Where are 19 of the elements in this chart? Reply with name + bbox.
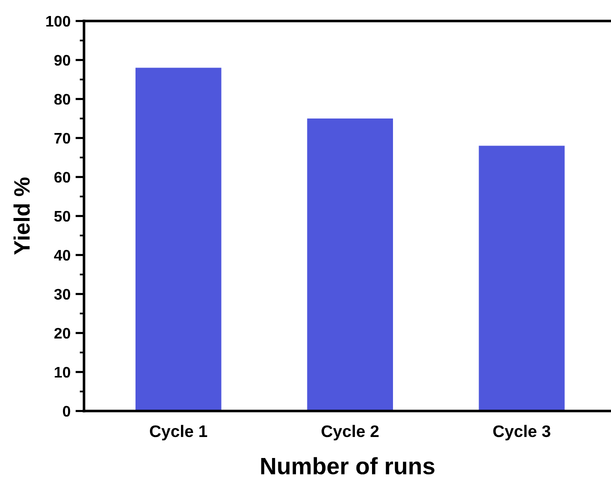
x-tick-label: Cycle 3 xyxy=(493,424,550,440)
y-axis-title: Yield % xyxy=(13,177,30,255)
y-tick-label: 0 xyxy=(62,406,70,417)
y-tick-label: 70 xyxy=(54,132,70,144)
x-tick-label: Cycle 2 xyxy=(322,424,379,440)
y-tick-label: 10 xyxy=(54,366,70,378)
y-tick-label: 60 xyxy=(54,172,70,183)
x-tick-label: Cycle 1 xyxy=(150,424,208,440)
y-tick-label: 90 xyxy=(54,54,70,66)
y-tick-label: 20 xyxy=(54,328,70,339)
x-axis-title: Number of runs xyxy=(261,457,434,474)
y-tick-label: 100 xyxy=(46,16,70,27)
bar xyxy=(307,118,393,411)
y-tick-label: 30 xyxy=(54,288,70,300)
y-tick-label: 80 xyxy=(54,94,70,105)
bar xyxy=(478,146,565,411)
y-tick-label: 50 xyxy=(54,210,70,222)
bar xyxy=(136,68,222,411)
y-tick-label: 40 xyxy=(54,250,70,261)
